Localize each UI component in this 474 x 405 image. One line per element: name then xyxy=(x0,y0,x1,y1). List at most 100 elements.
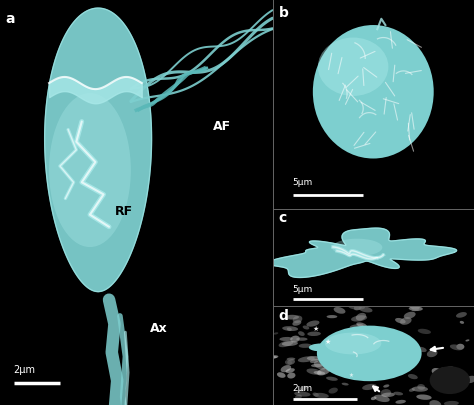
Ellipse shape xyxy=(395,400,406,404)
Ellipse shape xyxy=(429,366,470,394)
Ellipse shape xyxy=(450,344,463,350)
Ellipse shape xyxy=(416,394,432,400)
Ellipse shape xyxy=(465,376,474,383)
Ellipse shape xyxy=(418,329,431,334)
Ellipse shape xyxy=(287,328,292,331)
Ellipse shape xyxy=(318,38,388,96)
Ellipse shape xyxy=(465,339,469,341)
Ellipse shape xyxy=(382,392,395,397)
Text: 5μm: 5μm xyxy=(292,178,313,187)
Ellipse shape xyxy=(384,337,391,342)
Ellipse shape xyxy=(273,332,278,335)
Ellipse shape xyxy=(326,377,338,381)
Ellipse shape xyxy=(427,350,438,357)
Ellipse shape xyxy=(279,341,293,347)
Ellipse shape xyxy=(342,383,349,386)
Ellipse shape xyxy=(352,367,357,369)
Ellipse shape xyxy=(351,315,367,322)
Text: d: d xyxy=(279,309,289,323)
Ellipse shape xyxy=(374,337,378,340)
Ellipse shape xyxy=(354,305,362,310)
Ellipse shape xyxy=(374,395,390,402)
Text: 2μm: 2μm xyxy=(292,384,313,392)
Ellipse shape xyxy=(409,388,415,392)
Ellipse shape xyxy=(356,322,367,328)
Text: 2μm: 2μm xyxy=(14,365,36,375)
Ellipse shape xyxy=(314,371,325,375)
Ellipse shape xyxy=(460,321,464,324)
Ellipse shape xyxy=(400,317,411,325)
Ellipse shape xyxy=(306,320,319,327)
Text: 5μm: 5μm xyxy=(292,285,313,294)
Ellipse shape xyxy=(339,364,347,368)
Ellipse shape xyxy=(381,389,391,396)
Ellipse shape xyxy=(350,324,364,329)
Ellipse shape xyxy=(294,392,310,396)
Ellipse shape xyxy=(296,337,308,341)
Text: ★: ★ xyxy=(349,373,354,378)
Ellipse shape xyxy=(317,367,330,375)
Ellipse shape xyxy=(280,337,293,341)
Ellipse shape xyxy=(410,303,420,310)
Ellipse shape xyxy=(277,372,285,378)
Ellipse shape xyxy=(334,307,346,314)
Text: ★: ★ xyxy=(325,339,331,345)
Ellipse shape xyxy=(359,307,373,313)
Ellipse shape xyxy=(329,358,341,367)
Ellipse shape xyxy=(309,343,333,352)
Ellipse shape xyxy=(395,318,406,324)
Polygon shape xyxy=(45,8,152,292)
Ellipse shape xyxy=(313,25,434,158)
Ellipse shape xyxy=(292,320,301,326)
Ellipse shape xyxy=(330,366,342,373)
Ellipse shape xyxy=(298,356,315,362)
Ellipse shape xyxy=(281,365,291,372)
Ellipse shape xyxy=(303,326,310,330)
Ellipse shape xyxy=(401,344,414,350)
Ellipse shape xyxy=(326,367,332,371)
Ellipse shape xyxy=(319,354,327,360)
Ellipse shape xyxy=(432,368,442,375)
Ellipse shape xyxy=(371,396,376,400)
Ellipse shape xyxy=(390,348,395,351)
Ellipse shape xyxy=(383,384,389,388)
Ellipse shape xyxy=(356,313,366,320)
Text: AF: AF xyxy=(212,119,231,132)
Ellipse shape xyxy=(307,356,320,360)
Ellipse shape xyxy=(325,333,381,354)
Ellipse shape xyxy=(312,392,319,396)
Ellipse shape xyxy=(293,315,302,323)
Ellipse shape xyxy=(310,359,319,363)
Ellipse shape xyxy=(311,364,322,367)
Ellipse shape xyxy=(449,382,461,386)
Ellipse shape xyxy=(282,341,298,346)
Ellipse shape xyxy=(270,356,277,358)
Ellipse shape xyxy=(328,388,338,394)
Ellipse shape xyxy=(332,335,342,338)
Ellipse shape xyxy=(412,386,428,392)
Text: Ax: Ax xyxy=(150,322,168,335)
Ellipse shape xyxy=(287,358,295,360)
Ellipse shape xyxy=(332,239,383,256)
Ellipse shape xyxy=(282,326,298,331)
Ellipse shape xyxy=(444,401,459,405)
Polygon shape xyxy=(268,228,456,277)
Text: a: a xyxy=(5,12,15,26)
Ellipse shape xyxy=(412,309,419,311)
Ellipse shape xyxy=(393,392,403,395)
Ellipse shape xyxy=(49,93,131,247)
Ellipse shape xyxy=(307,369,322,375)
Text: c: c xyxy=(279,211,287,226)
Ellipse shape xyxy=(359,328,363,330)
Ellipse shape xyxy=(287,359,295,364)
Ellipse shape xyxy=(314,393,329,398)
Ellipse shape xyxy=(335,367,341,371)
Ellipse shape xyxy=(285,368,295,373)
Ellipse shape xyxy=(362,384,377,390)
Text: b: b xyxy=(279,6,289,20)
Ellipse shape xyxy=(295,394,302,399)
Ellipse shape xyxy=(269,355,278,358)
Ellipse shape xyxy=(317,326,422,381)
Ellipse shape xyxy=(287,373,295,379)
Text: ★: ★ xyxy=(313,326,319,332)
